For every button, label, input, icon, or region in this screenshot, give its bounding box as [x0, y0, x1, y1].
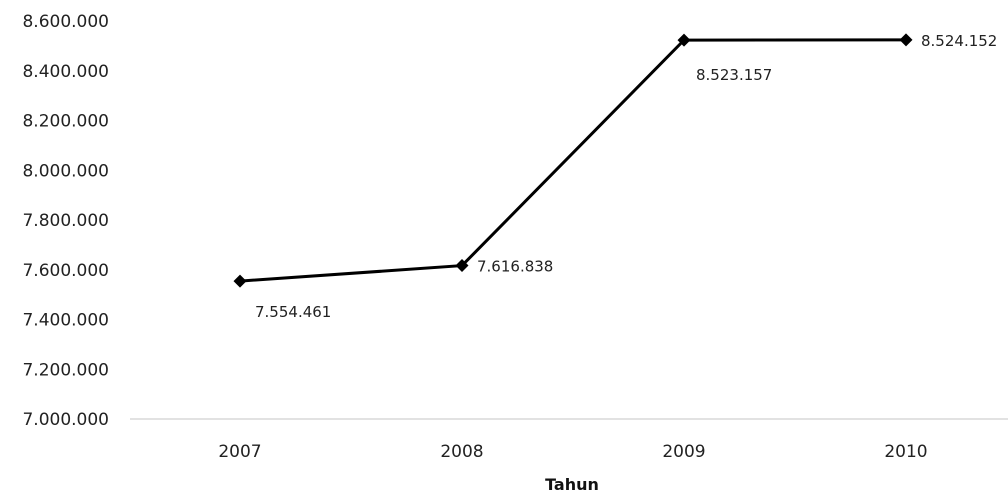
y-tick-label: 7.000.000: [22, 410, 109, 430]
data-point-marker: [233, 274, 247, 288]
data-label: 8.524.152: [921, 32, 997, 50]
y-tick-label: 8.600.000: [22, 12, 109, 32]
series-markers: [233, 33, 913, 288]
x-axis-ticks: 2007 2008 2009 2010: [218, 442, 927, 462]
x-tick-label: 2009: [662, 442, 705, 462]
data-labels: 7.554.461 7.616.838 8.523.157 8.524.152: [255, 32, 997, 321]
y-tick-label: 8.200.000: [22, 112, 109, 132]
y-tick-label: 7.800.000: [22, 211, 109, 231]
x-axis-title: Tahun: [545, 475, 599, 494]
x-tick-label: 2008: [440, 442, 483, 462]
data-point-marker: [899, 33, 913, 47]
y-tick-label: 7.400.000: [22, 311, 109, 331]
y-tick-label: 8.400.000: [22, 62, 109, 82]
data-point-marker: [455, 259, 469, 273]
x-tick-label: 2007: [218, 442, 261, 462]
series-line: [239, 38, 907, 283]
data-label: 8.523.157: [696, 66, 772, 84]
y-tick-label: 7.600.000: [22, 261, 109, 281]
x-tick-label: 2010: [884, 442, 927, 462]
data-point-marker: [677, 33, 691, 47]
y-tick-label: 7.200.000: [22, 360, 109, 380]
y-axis-ticks: 7.000.000 7.200.000 7.400.000 7.600.000 7.80…: [22, 12, 109, 430]
data-label: 7.554.461: [255, 303, 331, 321]
data-label: 7.616.838: [477, 258, 553, 276]
y-tick-label: 8.000.000: [22, 161, 109, 181]
